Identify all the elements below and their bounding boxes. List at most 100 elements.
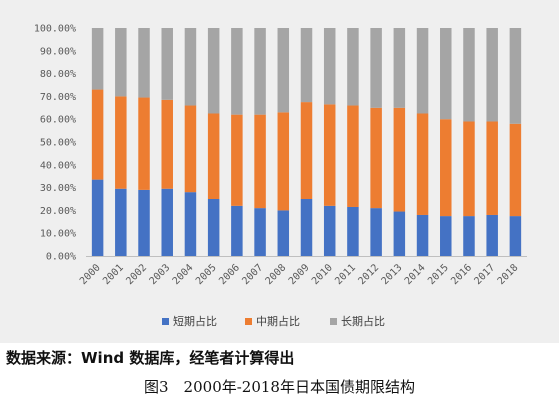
y-tick-label: 30.00%: [40, 183, 76, 194]
x-tick-label: 2018: [496, 262, 521, 287]
bar-segment-3: [231, 28, 243, 115]
bar-segment-3: [486, 28, 498, 122]
bar-segment-1: [184, 192, 197, 256]
bar-segment-3: [184, 28, 197, 106]
bar-segment-2: [231, 114, 243, 206]
bar-segment-1: [440, 216, 452, 256]
y-tick-label: 80.00%: [40, 69, 76, 80]
legend: 短期占比 中期占比 长期占比: [162, 314, 385, 328]
bar-segment-1: [323, 205, 336, 256]
x-tick-label: 2016: [449, 262, 474, 287]
x-tick-label: 2015: [426, 262, 451, 287]
stacked-bar-chart: 0.00% 10.00% 20.00% 30.00% 40.00% 50.00% 60.00…: [34, 24, 527, 328]
y-tick-label: 100.00%: [34, 24, 76, 35]
x-tick-label: 2000: [78, 262, 103, 287]
legend-swatch: [330, 318, 337, 325]
x-tick-label: 2014: [403, 262, 428, 287]
bar-segment-3: [161, 28, 173, 100]
legend-label: 长期占比: [341, 314, 385, 328]
bar-segment-1: [370, 208, 382, 256]
bar-segment-3: [300, 28, 313, 103]
x-tick-label: 2003: [148, 262, 173, 287]
bar-segment-2: [254, 114, 266, 209]
y-tick-label: 10.00%: [40, 229, 76, 240]
bar-segment-2: [416, 113, 429, 215]
bar-segment-2: [486, 121, 498, 215]
bar-segment-2: [463, 121, 475, 217]
x-tick-label: 2008: [264, 262, 289, 287]
y-tick-label: 60.00%: [40, 115, 76, 126]
bar-segment-3: [254, 28, 266, 115]
legend-swatch: [245, 318, 252, 325]
bar-segment-2: [277, 112, 290, 211]
bar-segment-3: [91, 28, 104, 90]
figure-caption: 图3 2000年-2018年日本国债期限结构: [144, 378, 415, 396]
bar-segment-2: [370, 107, 382, 209]
x-tick-label: 2010: [310, 262, 335, 287]
bar-segment-3: [207, 28, 220, 114]
x-tick-label: 2007: [240, 262, 265, 287]
bar-segment-1: [463, 216, 475, 256]
bar-segment-1: [416, 214, 429, 256]
x-tick-label: 2004: [171, 262, 196, 287]
bar-segment-3: [393, 28, 406, 108]
bar-segment-3: [323, 28, 336, 105]
bar-segment-1: [91, 179, 104, 256]
x-tick-label: 2013: [380, 262, 405, 287]
bar-segment-2: [509, 123, 522, 217]
bar-segment-3: [115, 28, 127, 97]
chart-panel: 0.00% 10.00% 20.00% 30.00% 40.00% 50.00% 60.00…: [0, 0, 559, 343]
x-tick-label: 2012: [356, 262, 381, 287]
bar-segment-2: [161, 99, 173, 189]
y-tick-label: 90.00%: [40, 46, 76, 57]
bar-segment-3: [277, 28, 290, 113]
bar-segment-1: [254, 208, 266, 256]
x-tick-label: 2009: [287, 262, 312, 287]
legend-swatch: [162, 318, 169, 325]
bar-segment-1: [115, 188, 127, 256]
bar-segment-3: [138, 28, 150, 98]
bar-segment-2: [440, 119, 452, 217]
bar-segment-1: [231, 205, 243, 256]
bar-segment-2: [393, 107, 406, 212]
x-tick-label: 2005: [194, 262, 219, 287]
legend-label: 中期占比: [256, 314, 300, 328]
bar-segment-1: [161, 188, 173, 256]
bar-segment-3: [509, 28, 522, 124]
x-axis: 2000200120022003200420052006200720082009…: [78, 256, 527, 287]
y-tick-label: 40.00%: [40, 160, 76, 171]
y-tick-label: 20.00%: [40, 206, 76, 217]
bar-segment-1: [347, 206, 359, 256]
bar-segment-2: [115, 96, 127, 189]
y-tick-label: 70.00%: [40, 92, 76, 103]
bar-stacks: [91, 28, 522, 256]
x-tick-label: 2001: [101, 262, 126, 287]
bar-segment-2: [207, 113, 220, 199]
x-tick-label: 2011: [333, 262, 358, 287]
bar-segment-2: [323, 104, 336, 206]
legend-label: 短期占比: [173, 314, 217, 328]
y-tick-label: 0.00%: [46, 252, 76, 263]
y-tick-label: 50.00%: [40, 138, 76, 149]
bar-segment-3: [440, 28, 452, 120]
bar-segment-1: [138, 189, 150, 256]
bar-segment-3: [370, 28, 382, 108]
bar-segment-1: [277, 210, 290, 256]
bar-segment-3: [347, 28, 359, 106]
x-tick-label: 2002: [124, 262, 149, 287]
bar-segment-3: [416, 28, 429, 114]
bar-segment-1: [393, 211, 406, 256]
x-tick-label: 2006: [217, 262, 242, 287]
bar-segment-1: [300, 199, 313, 256]
x-tick-label: 2017: [472, 262, 497, 287]
y-axis: 0.00% 10.00% 20.00% 30.00% 40.00% 50.00% 60.00…: [34, 24, 76, 263]
bar-segment-2: [300, 102, 313, 199]
bar-segment-1: [486, 214, 498, 256]
bar-segment-2: [91, 89, 104, 180]
bar-segment-2: [184, 105, 197, 193]
bar-segment-2: [347, 105, 359, 207]
bar-segment-2: [138, 97, 150, 190]
source-note: 数据来源：Wind 数据库，经笔者计算得出: [6, 349, 295, 367]
bar-segment-1: [207, 199, 220, 256]
bar-segment-1: [509, 216, 522, 256]
